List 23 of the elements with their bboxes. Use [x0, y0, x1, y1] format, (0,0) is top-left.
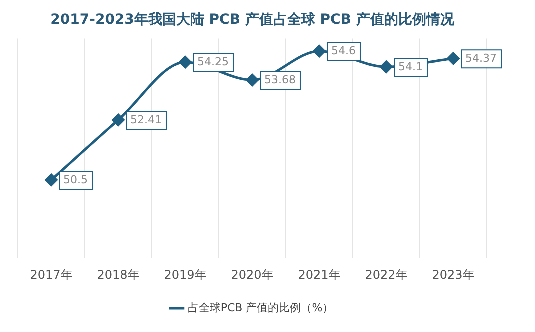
legend-label: 占全球PCB 产值的比例（%） — [188, 301, 334, 314]
point — [179, 56, 192, 69]
point — [380, 60, 393, 74]
point — [112, 114, 125, 126]
data-label: 54.25 — [198, 56, 229, 69]
x-tick-label: 2023年 — [432, 268, 475, 282]
point — [246, 74, 259, 86]
data-label: 53.68 — [264, 74, 296, 87]
point — [447, 52, 460, 65]
x-tick-label: 2018年 — [97, 268, 140, 282]
chart-title: 2017-2023年我国大陆 PCB 产值占全球 PCB 产值的比例情况 — [50, 11, 456, 28]
data-label: 52.41 — [130, 113, 162, 126]
data-label: 54.1 — [398, 60, 423, 74]
x-tick-label: 2017年 — [30, 268, 73, 282]
x-tick-label: 2019年 — [164, 268, 207, 282]
data-label: 54.6 — [332, 44, 356, 58]
x-tick-label: 2020年 — [231, 268, 274, 282]
x-tick-label: 2022年 — [365, 268, 408, 282]
x-tick-label: 2021年 — [298, 268, 341, 282]
data-label: 54.37 — [466, 52, 497, 65]
point — [45, 174, 58, 186]
data-label: 50.5 — [64, 173, 88, 186]
point — [313, 45, 326, 58]
